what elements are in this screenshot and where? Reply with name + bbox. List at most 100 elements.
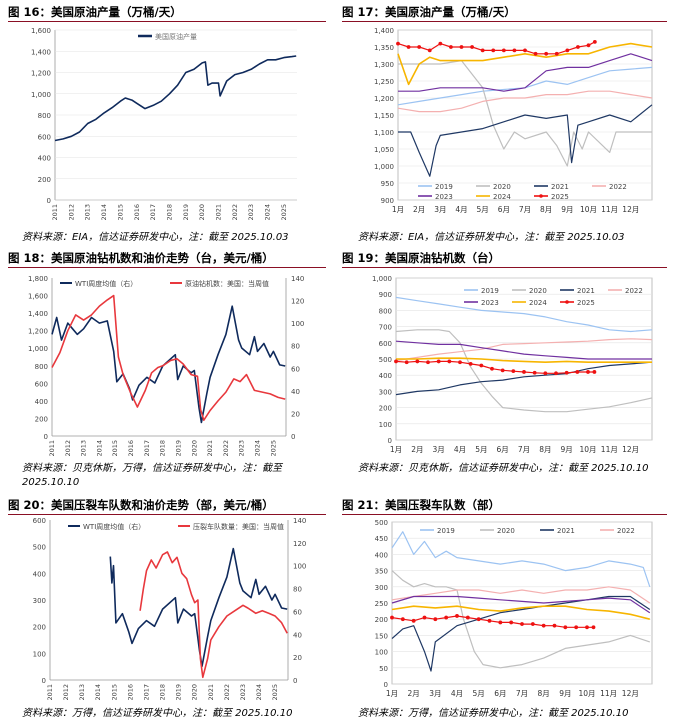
figure-21-source: 资料来源：万得，信达证券研发中心，注：截至 2025.10.10 (358, 708, 629, 719)
figure-20-source: 资料来源：万得，信达证券研发中心，注：截至 2025.10.10 (22, 708, 293, 719)
y-tick-label: 1,400 (31, 48, 51, 56)
chart-17-us-crude-production-by-year: 900 950 1,000 1,050 1,100 1,150 1,200 1,250 1,30… (374, 27, 653, 214)
x-tick-label: 2014 (95, 440, 103, 457)
figure-17-source: 资料来源：EIA，信达证券研发中心，注：截至 2025.10.03 (358, 232, 625, 243)
x-tick-label: 2023 (247, 204, 255, 221)
series-marker-2025 (427, 48, 432, 53)
y2-tick-label: 80 (291, 343, 300, 351)
x-tick-label: 2024 (255, 684, 263, 701)
series-line-2019 (395, 296, 653, 333)
y-tick-label: 450 (375, 535, 388, 543)
y-tick-label: 600 (35, 380, 48, 388)
x-tick-label: 2012 (62, 684, 70, 701)
series-marker-2025 (447, 359, 452, 364)
legend-label: 2022 (625, 287, 643, 295)
x-tick-label: 12月 (622, 689, 639, 698)
x-tick-label: 5月 (477, 205, 489, 214)
series-marker-2025 (552, 623, 557, 628)
series-marker-2025 (591, 625, 596, 630)
y-tick-label: 1,200 (28, 328, 48, 336)
x-tick-label: 2025 (280, 204, 288, 221)
series-marker-2025 (574, 625, 579, 630)
series-marker-2025 (532, 370, 537, 375)
series-marker-2025 (417, 45, 422, 49)
figure-18-source-line1: 资料来源：贝克休斯，万得，信达证券研发中心，注：截至 (22, 463, 282, 474)
x-tick-label: 2011 (48, 440, 56, 457)
x-tick-label: 2022 (222, 440, 230, 457)
y-tick-label: 400 (35, 398, 48, 406)
figure-20-title: 图 20：美国压裂车队数和油价走势（部，美元/桶） (8, 498, 274, 512)
x-tick-label: 11月 (600, 689, 617, 698)
legend-label: 2022 (609, 183, 627, 191)
figure-18-source-line2: 2025.10.10 (22, 477, 80, 488)
y-tick-label: 1,000 (31, 91, 51, 99)
x-tick-label: 1月 (392, 205, 404, 214)
y2-tick-label: 20 (291, 410, 300, 418)
figure-19-title-rule (342, 267, 667, 268)
chart-16-us-crude-production: 0 200 400 600 800 1,000 1,200 1,400 1,600 2011 201… (31, 27, 297, 221)
y-tick-label: 1,400 (374, 27, 394, 35)
series-marker-2025 (444, 615, 449, 620)
x-tick-label: 2018 (159, 440, 167, 457)
series-marker-2025 (394, 359, 398, 364)
y-tick-label: 1,150 (374, 112, 394, 120)
series-marker-2025 (458, 360, 462, 365)
figure-18-title: 图 18：美国原油钻机数和油价走势（台，美元/桶） (8, 251, 274, 265)
y-tick-label: 1,000 (374, 163, 394, 171)
series-marker-2025 (498, 620, 503, 625)
series-marker-2025 (533, 51, 538, 56)
legend-marker (565, 300, 569, 304)
chart-18-rigs-and-wti: 02004006008001,0001,2001,4001,6001,80002… (28, 275, 304, 457)
series-marker-2025 (500, 368, 505, 373)
x-tick-label: 2月 (408, 689, 420, 698)
y-tick-label: 1,200 (374, 95, 394, 103)
y-tick-label: 0 (44, 433, 48, 441)
y2-tick-label: 40 (291, 388, 300, 396)
series-marker-2025 (455, 614, 459, 618)
y-tick-label: 500 (379, 356, 392, 364)
legend-label: 美国原油产量 (155, 32, 197, 41)
y-tick-label: 600 (38, 133, 51, 141)
y-tick-label: 1,300 (374, 61, 394, 69)
y-tick-label: 400 (375, 551, 388, 559)
y-tick-label: 200 (379, 405, 392, 413)
x-tick-label: 2018 (165, 204, 173, 221)
series-marker-2025 (390, 615, 394, 620)
y-tick-label: 1,350 (374, 44, 394, 52)
legend-label: 压裂车队数量：美国：当周值 (193, 522, 284, 531)
y2-tick-label: 60 (293, 608, 302, 616)
y-tick-label: 300 (379, 388, 392, 396)
legend-label: 2023 (481, 299, 499, 307)
series-marker-2025 (543, 371, 548, 376)
series-marker-2025 (480, 48, 485, 53)
y-tick-label: 1,000 (28, 345, 48, 353)
y-tick-label: 1,600 (28, 293, 48, 301)
series-line-WTI周度均值右 (51, 305, 286, 424)
y2-tick-label: 80 (293, 586, 302, 594)
y-tick-label: 400 (379, 372, 392, 380)
x-tick-label: 8月 (540, 205, 552, 214)
y-tick-label: 0 (42, 677, 46, 685)
y2-tick-label: 120 (293, 540, 306, 548)
x-tick-label: 9月 (561, 445, 573, 454)
figure-16-title-rule (8, 21, 326, 22)
y-tick-label: 1,250 (374, 78, 394, 86)
y-tick-label: 200 (35, 415, 48, 423)
series-marker-2025 (470, 45, 474, 49)
series-line-2021 (398, 104, 653, 177)
x-tick-label: 2019 (182, 204, 190, 221)
series-marker-2025 (396, 41, 400, 46)
legend-label: WTI周度均值（右） (75, 279, 137, 288)
x-tick-label: 2022 (223, 684, 231, 701)
series-marker-2025 (404, 360, 409, 365)
series-marker-2025 (575, 370, 580, 374)
y-tick-label: 1,050 (374, 146, 394, 154)
x-tick-label: 2023 (238, 440, 246, 457)
x-tick-label: 2024 (264, 204, 272, 221)
x-tick-label: 2014 (94, 684, 102, 701)
x-tick-label: 2月 (413, 205, 425, 214)
series-line-压裂车队数量美国当周值 (139, 551, 288, 679)
series-line-2025 (397, 41, 596, 55)
x-tick-label: 2025 (269, 440, 277, 457)
series-marker-2025 (465, 615, 470, 620)
